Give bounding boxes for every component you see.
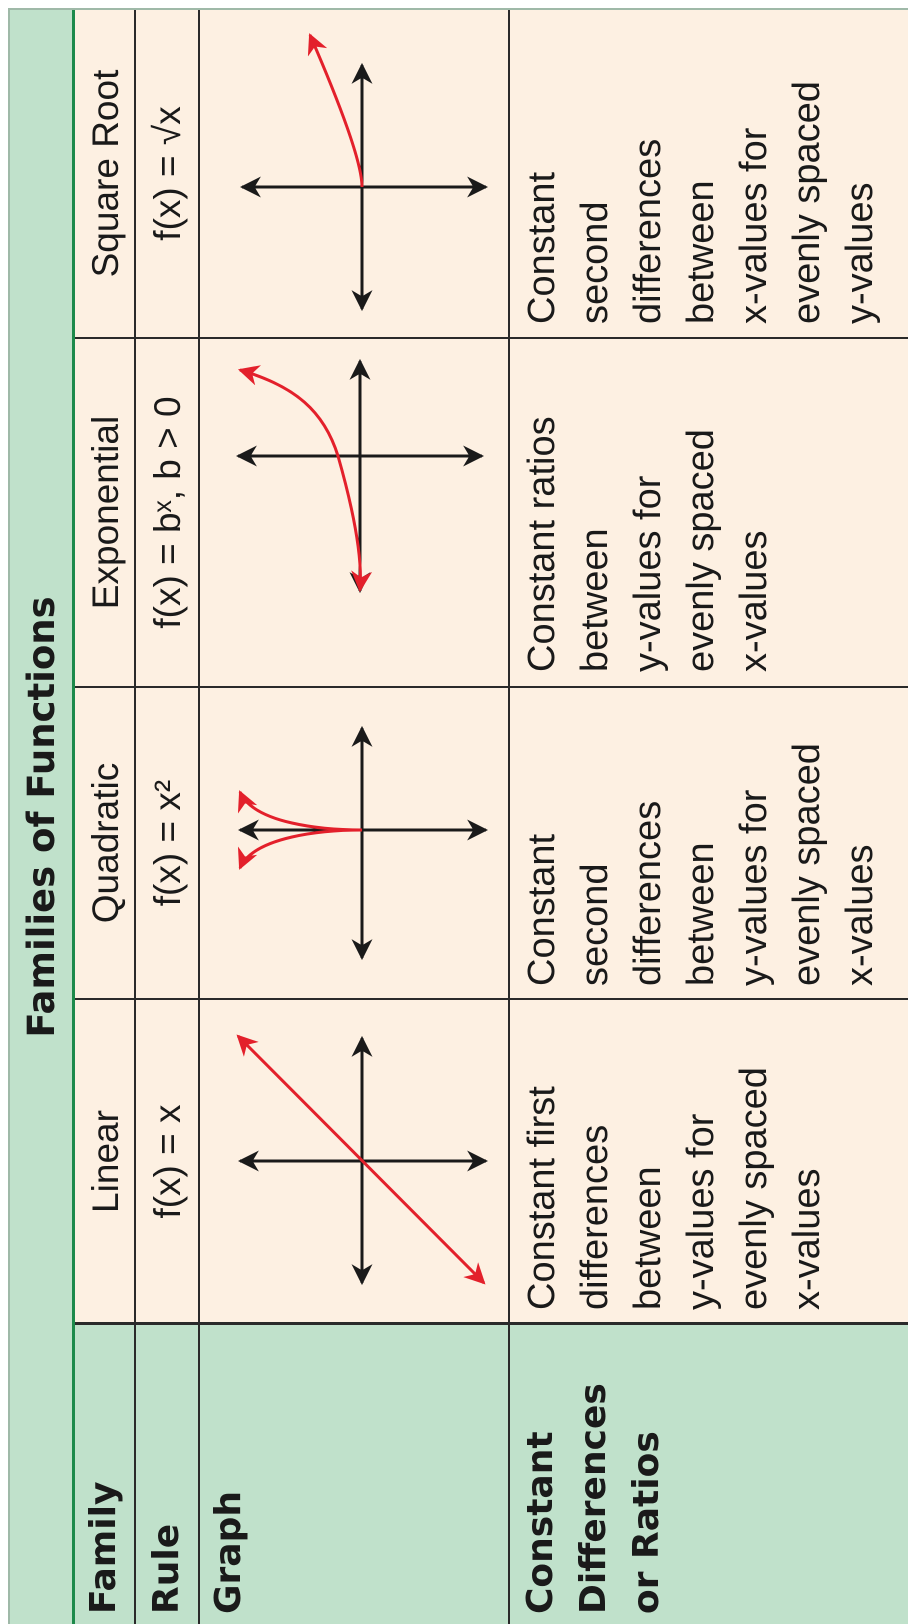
families-of-functions-table: Families of Functions Family Rule Graph … <box>8 8 908 1624</box>
differences-quadratic-line: x-values <box>839 844 881 987</box>
family-square-root: Square Root <box>85 69 126 278</box>
table-title: Families of Functions <box>20 596 63 1038</box>
rule-square-root: f(x) = √x <box>147 106 188 241</box>
differences-linear-line: evenly spaced <box>733 1067 775 1310</box>
differences-square-root: Constant second differences between x-va… <box>516 14 887 324</box>
differences-square-root-line: between <box>680 180 722 324</box>
differences-linear-line: differences <box>574 1124 616 1310</box>
row-label-family: Family <box>83 1481 124 1614</box>
row-label-graph: Graph <box>208 1491 249 1614</box>
differences-quadratic-line: second <box>574 863 616 986</box>
differences-quadratic-line: Constant <box>521 833 563 986</box>
differences-linear-line: between <box>627 1166 669 1310</box>
differences-linear-line: y-values for <box>680 1113 722 1310</box>
differences-quadratic-line: evenly spaced <box>786 743 828 986</box>
row-label-constant-1: Constant <box>520 1431 561 1614</box>
differences-linear: Constant first differences between y-val… <box>516 1005 834 1310</box>
differences-square-root-line: x-values for <box>733 127 775 324</box>
differences-exponential: Constant ratios between y-values for eve… <box>516 342 781 672</box>
family-quadratic: Quadratic <box>85 762 126 924</box>
differences-exponential-line: evenly spaced <box>680 429 722 672</box>
table-rotated-frame: Families of Functions Family Rule Graph … <box>10 10 908 1624</box>
exponential-graph-icon <box>200 339 508 686</box>
differences-square-root-line: second <box>574 201 616 324</box>
row-label-constant-3: or Ratios <box>626 1431 667 1614</box>
rule-exponential: f(x) = bˣ, b > 0 <box>147 396 188 629</box>
differences-quadratic-line: y-values for <box>733 789 775 986</box>
row-label-constant-2: Differences <box>573 1383 614 1614</box>
family-exponential: Exponential <box>85 415 126 610</box>
differences-quadratic-line: between <box>680 842 722 986</box>
differences-quadratic: Constant second differences between y-va… <box>516 690 887 986</box>
differences-square-root-line: Constant <box>521 171 563 324</box>
differences-linear-line: x-values <box>786 1168 828 1311</box>
differences-exponential-line: y-values for <box>627 475 669 672</box>
rule-linear: f(x) = x <box>147 1104 188 1219</box>
row-label-rule: Rule <box>146 1523 187 1614</box>
differences-square-root-line: differences <box>627 138 669 324</box>
differences-quadratic-line: differences <box>627 800 669 986</box>
differences-square-root-line: y-values <box>839 182 881 325</box>
quadratic-graph-icon <box>200 688 508 998</box>
differences-exponential-line: x-values <box>733 530 775 673</box>
linear-graph-icon <box>200 1000 508 1323</box>
rule-quadratic: f(x) = x² <box>147 779 188 907</box>
family-linear: Linear <box>85 1110 126 1213</box>
row-divider-graph <box>508 10 510 1624</box>
differences-exponential-line: Constant ratios <box>521 416 563 672</box>
differences-square-root-line: evenly spaced <box>786 81 828 324</box>
differences-linear-line: Constant first <box>521 1086 563 1310</box>
square-root-graph-icon <box>200 10 508 337</box>
differences-exponential-line: between <box>574 528 616 672</box>
